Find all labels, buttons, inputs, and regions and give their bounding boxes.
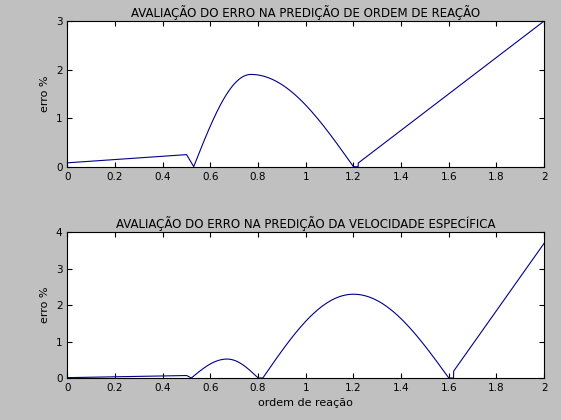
- Title: AVALIAÇÃO DO ERRO NA PREDIÇÃO DE ORDEM DE REAÇÃO: AVALIAÇÃO DO ERRO NA PREDIÇÃO DE ORDEM D…: [131, 5, 480, 20]
- Title: AVALIAÇÃO DO ERRO NA PREDIÇÃO DA VELOCIDADE ESPECÍFICA: AVALIAÇÃO DO ERRO NA PREDIÇÃO DA VELOCID…: [116, 216, 495, 231]
- Y-axis label: erro %: erro %: [40, 287, 50, 323]
- X-axis label: ordem de reação: ordem de reação: [258, 399, 353, 408]
- Y-axis label: erro %: erro %: [40, 76, 50, 112]
